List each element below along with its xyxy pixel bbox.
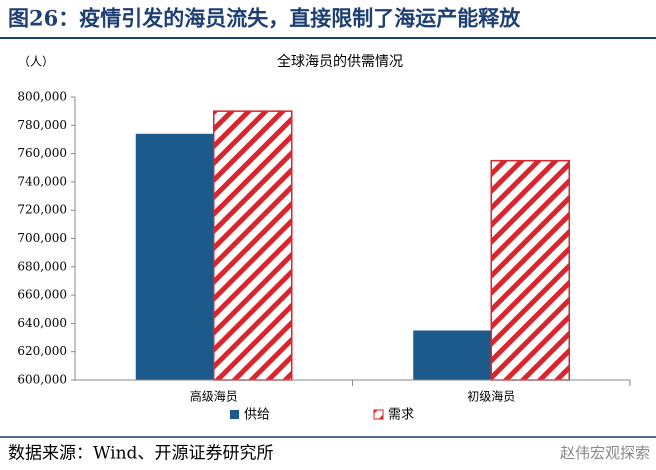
chart-title: 全球海员的供需情况 <box>277 53 403 70</box>
y-tick-label: 600,000 <box>17 373 67 387</box>
legend-swatch <box>373 409 384 420</box>
y-tick-label: 660,000 <box>17 288 67 302</box>
y-tick-label: 760,000 <box>17 146 67 160</box>
header-title: 图26：疫情引发的海员流失，直接限制了海运产能释放 <box>8 6 521 31</box>
legend-label: 供给 <box>244 408 270 423</box>
watermark: 赵伟宏观探索 <box>560 444 650 462</box>
footer-source: 数据来源：Wind、开源证券研究所 <box>8 444 273 464</box>
y-tick-label: 800,000 <box>17 90 67 104</box>
bar <box>413 330 492 380</box>
y-tick-label: 740,000 <box>17 174 67 188</box>
y-tick-label: 620,000 <box>17 344 67 358</box>
bar <box>490 159 570 381</box>
plot: 600,000 620,000 640,000 660,000 680,000 700,0… <box>17 90 631 423</box>
bar <box>213 110 293 381</box>
bar <box>135 133 214 380</box>
y-tick-label: 700,000 <box>17 231 67 245</box>
y-tick-label: 640,000 <box>17 316 67 330</box>
y-tick-label: 680,000 <box>17 259 67 273</box>
y-tick-label: 720,000 <box>17 203 67 217</box>
y-tick-label: 780,000 <box>17 118 67 132</box>
x-tick-label: 初级海员 <box>467 389 515 404</box>
legend-label: 需求 <box>388 408 414 423</box>
x-tick-label: 高级海员 <box>190 389 238 404</box>
legend-swatch <box>230 410 239 419</box>
y-axis-label: （人） <box>18 55 54 69</box>
